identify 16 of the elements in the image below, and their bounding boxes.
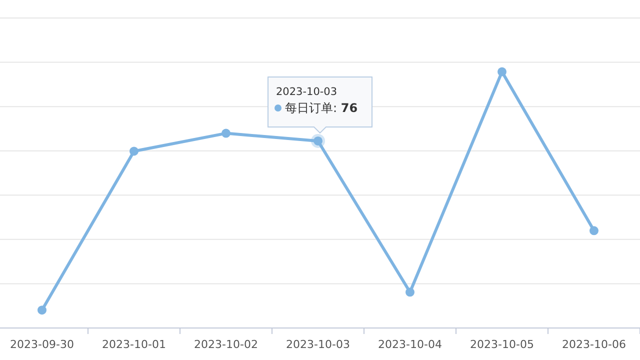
- point: [222, 128, 230, 138]
- point: [498, 67, 506, 76]
- annotation: 每日订单: 76: [285, 100, 358, 115]
- x-tick-label: 2023-10-06: [562, 338, 626, 351]
- point: [38, 306, 46, 315]
- point: [130, 146, 138, 156]
- x-tick-label: 2023-10-01: [102, 338, 166, 351]
- x-tick-label: 2023-10-02: [194, 338, 258, 351]
- point: [590, 226, 598, 236]
- point: [406, 288, 414, 297]
- tooltip: 2023-10-03 每日订单: 76: [268, 76, 372, 134]
- x-tick-label: 2023-10-05: [470, 338, 534, 351]
- x-tick-label: 2023-09-30: [10, 338, 74, 351]
- x-tick-label: 2023-10-04: [378, 338, 442, 351]
- annotation: 2023-10-03: [276, 86, 338, 98]
- x-tick-label: 2023-10-03: [286, 338, 350, 351]
